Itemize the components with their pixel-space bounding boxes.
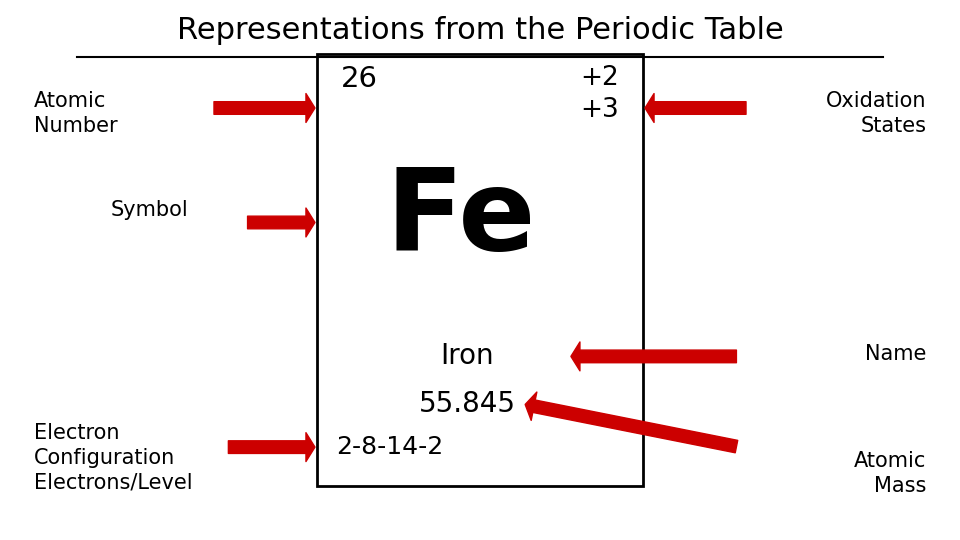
Text: Iron: Iron bbox=[440, 342, 493, 370]
Text: 55.845: 55.845 bbox=[419, 390, 516, 418]
Text: Symbol: Symbol bbox=[110, 200, 188, 220]
Text: Fe: Fe bbox=[385, 163, 536, 274]
Text: Representations from the Periodic Table: Representations from the Periodic Table bbox=[177, 16, 783, 45]
Text: Electron
Configuration
Electrons/Level: Electron Configuration Electrons/Level bbox=[34, 423, 192, 492]
Text: 26: 26 bbox=[341, 65, 378, 93]
Text: +2
+3: +2 +3 bbox=[581, 65, 619, 123]
Text: Name: Name bbox=[865, 343, 926, 364]
Text: Oxidation
States: Oxidation States bbox=[826, 91, 926, 136]
Text: Atomic
Mass: Atomic Mass bbox=[854, 451, 926, 496]
Bar bbox=[317, 54, 643, 486]
Text: 2-8-14-2: 2-8-14-2 bbox=[336, 435, 444, 459]
Text: Atomic
Number: Atomic Number bbox=[34, 91, 117, 136]
